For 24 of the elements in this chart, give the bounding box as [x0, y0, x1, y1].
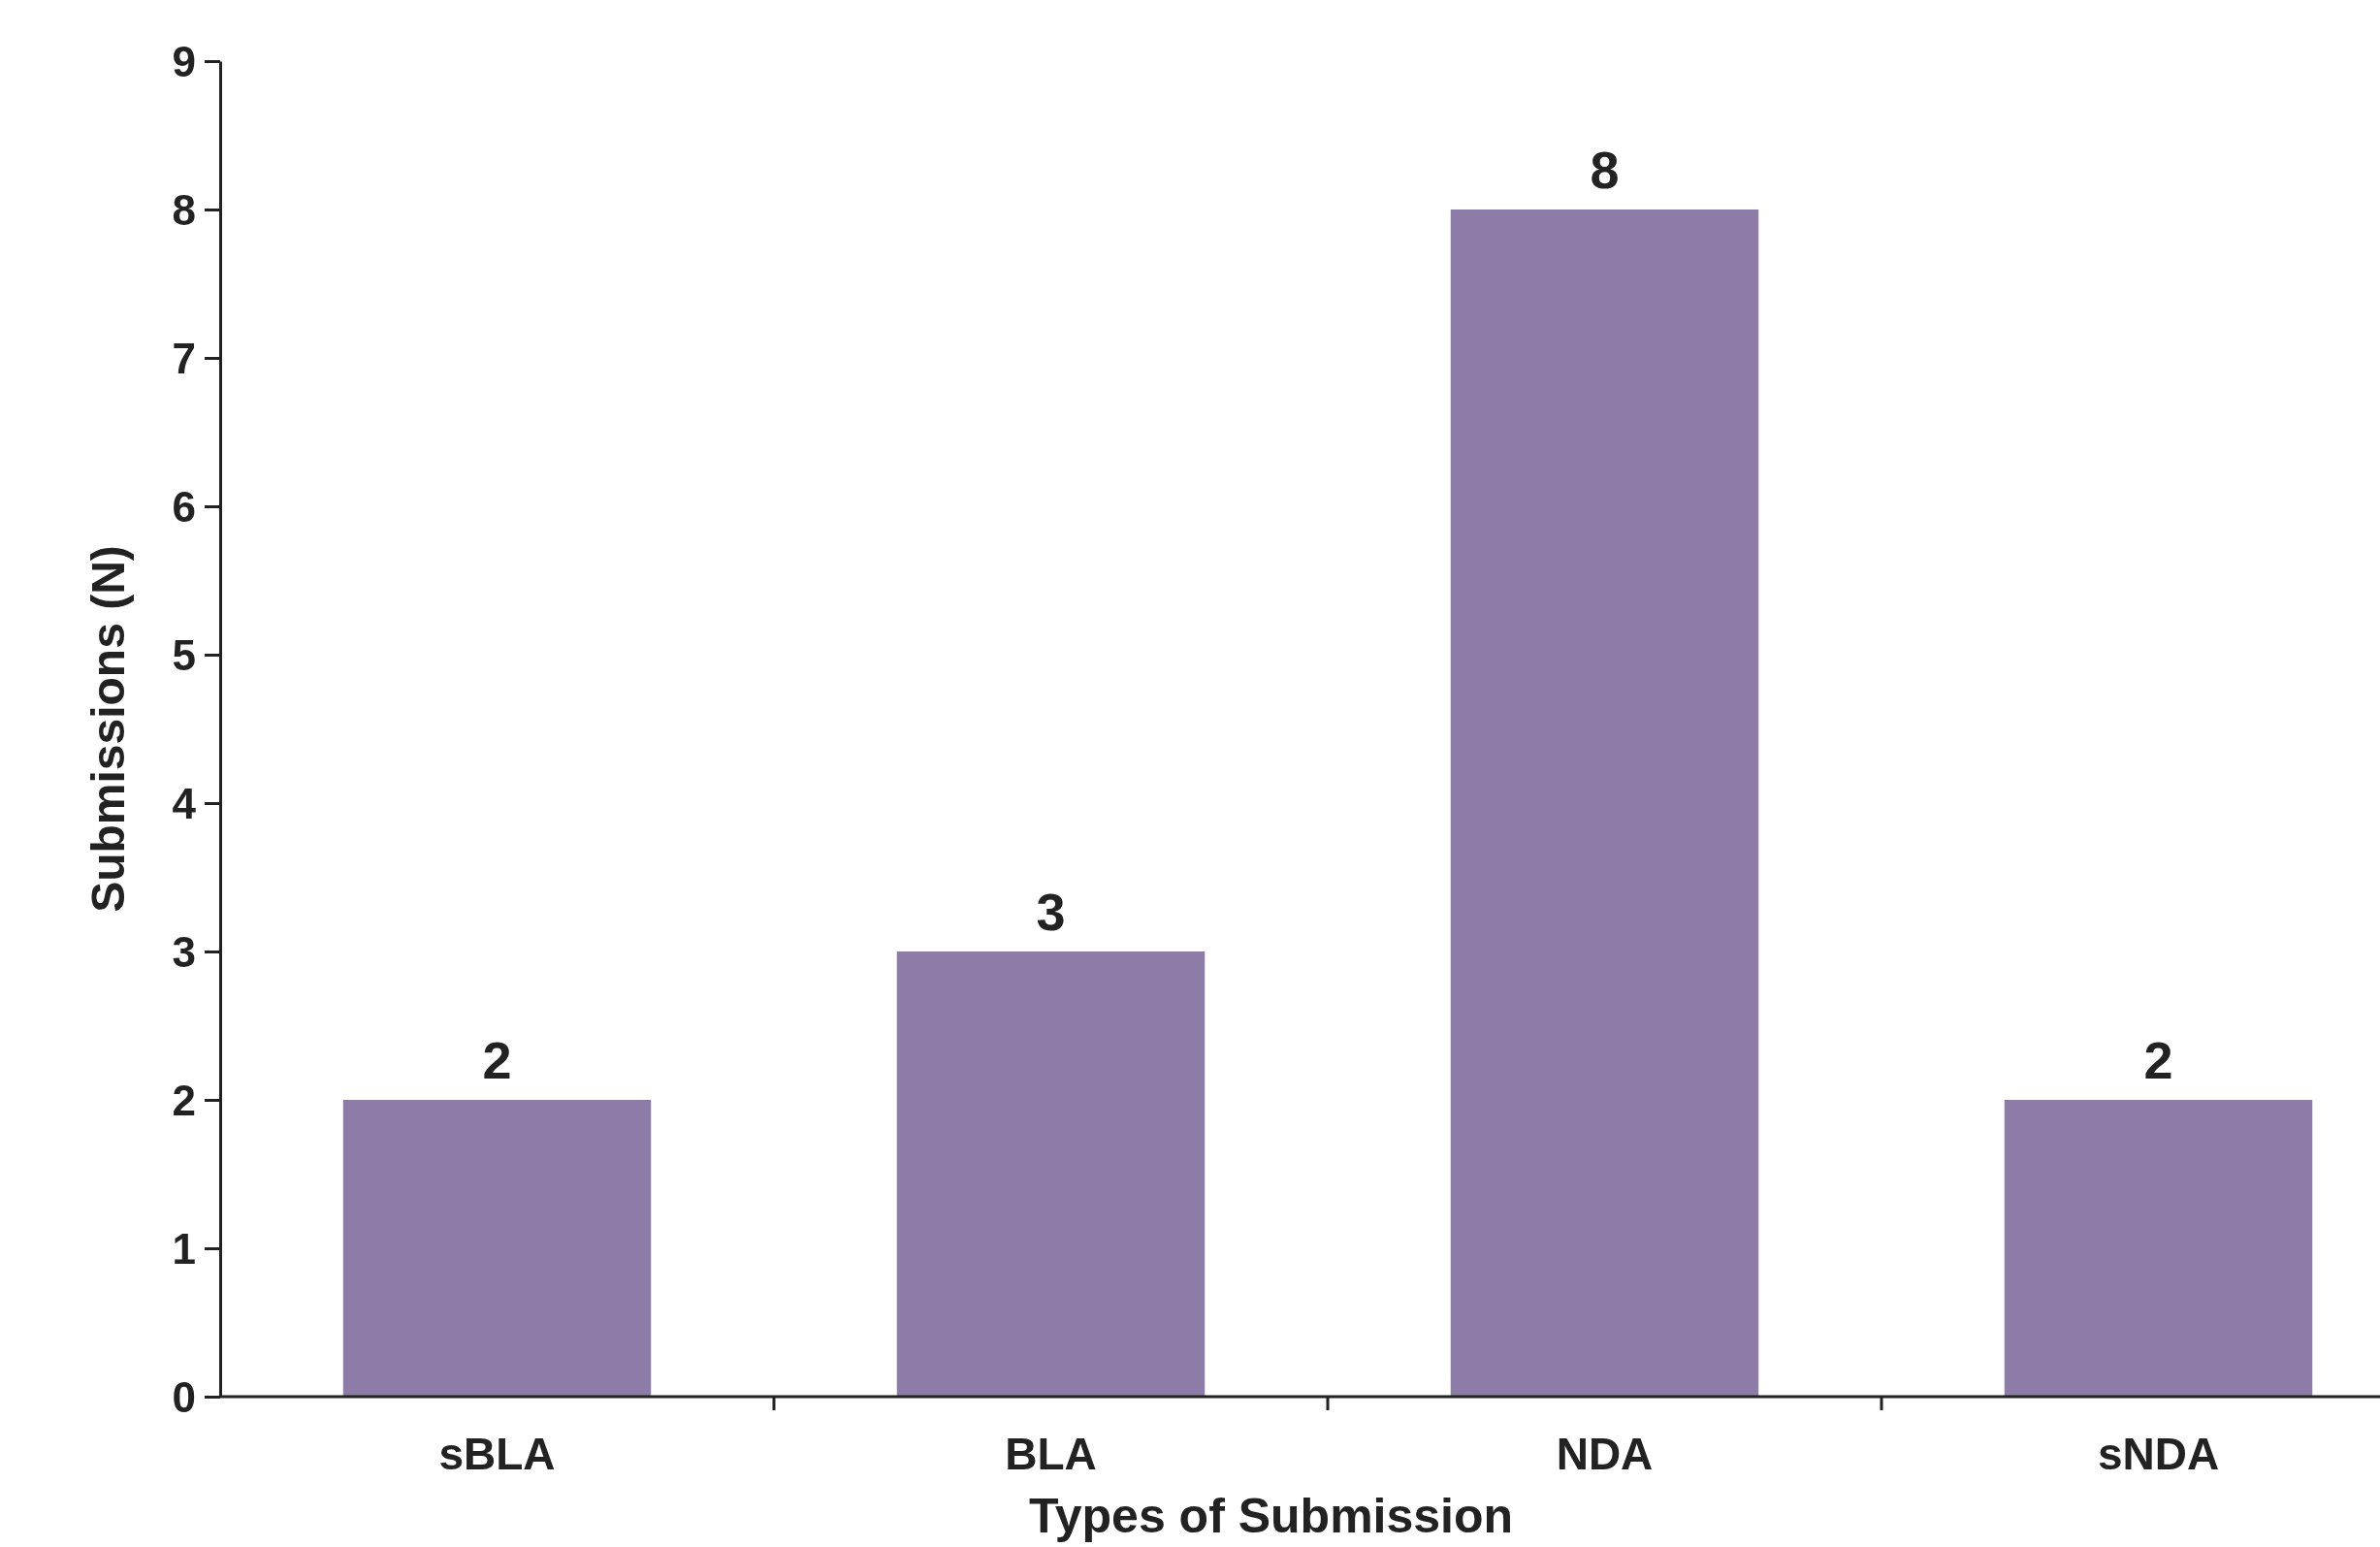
- data-label: 8: [1590, 141, 1620, 199]
- x-axis-title: Types of Submission: [1028, 1489, 1514, 1543]
- y-tick-label: 3: [172, 927, 196, 976]
- y-axis-title: Submissions (N): [82, 545, 134, 913]
- y-tick-label: 8: [172, 185, 196, 234]
- data-label: 2: [482, 1031, 512, 1089]
- y-tick-label: 7: [172, 334, 196, 382]
- y-tick-label: 0: [172, 1372, 196, 1421]
- x-tick-label: NDA: [1556, 1429, 1654, 1479]
- y-tick-label: 6: [172, 482, 196, 531]
- x-tick-label: sBLA: [438, 1429, 556, 1479]
- bar: [2004, 1100, 2313, 1397]
- x-tick-label: sNDA: [2097, 1429, 2220, 1479]
- y-tick-label: 1: [172, 1224, 196, 1273]
- bar: [342, 1100, 652, 1397]
- data-label: 3: [1036, 883, 1066, 941]
- y-tick-label: 9: [172, 37, 196, 85]
- bar: [896, 951, 1206, 1397]
- data-label: 2: [2143, 1031, 2173, 1089]
- y-tick-label: 5: [172, 630, 196, 679]
- x-tick-label: BLA: [1005, 1429, 1097, 1479]
- bar: [1450, 209, 1759, 1397]
- y-tick-label: 2: [172, 1076, 196, 1124]
- y-tick-label: 4: [172, 779, 197, 827]
